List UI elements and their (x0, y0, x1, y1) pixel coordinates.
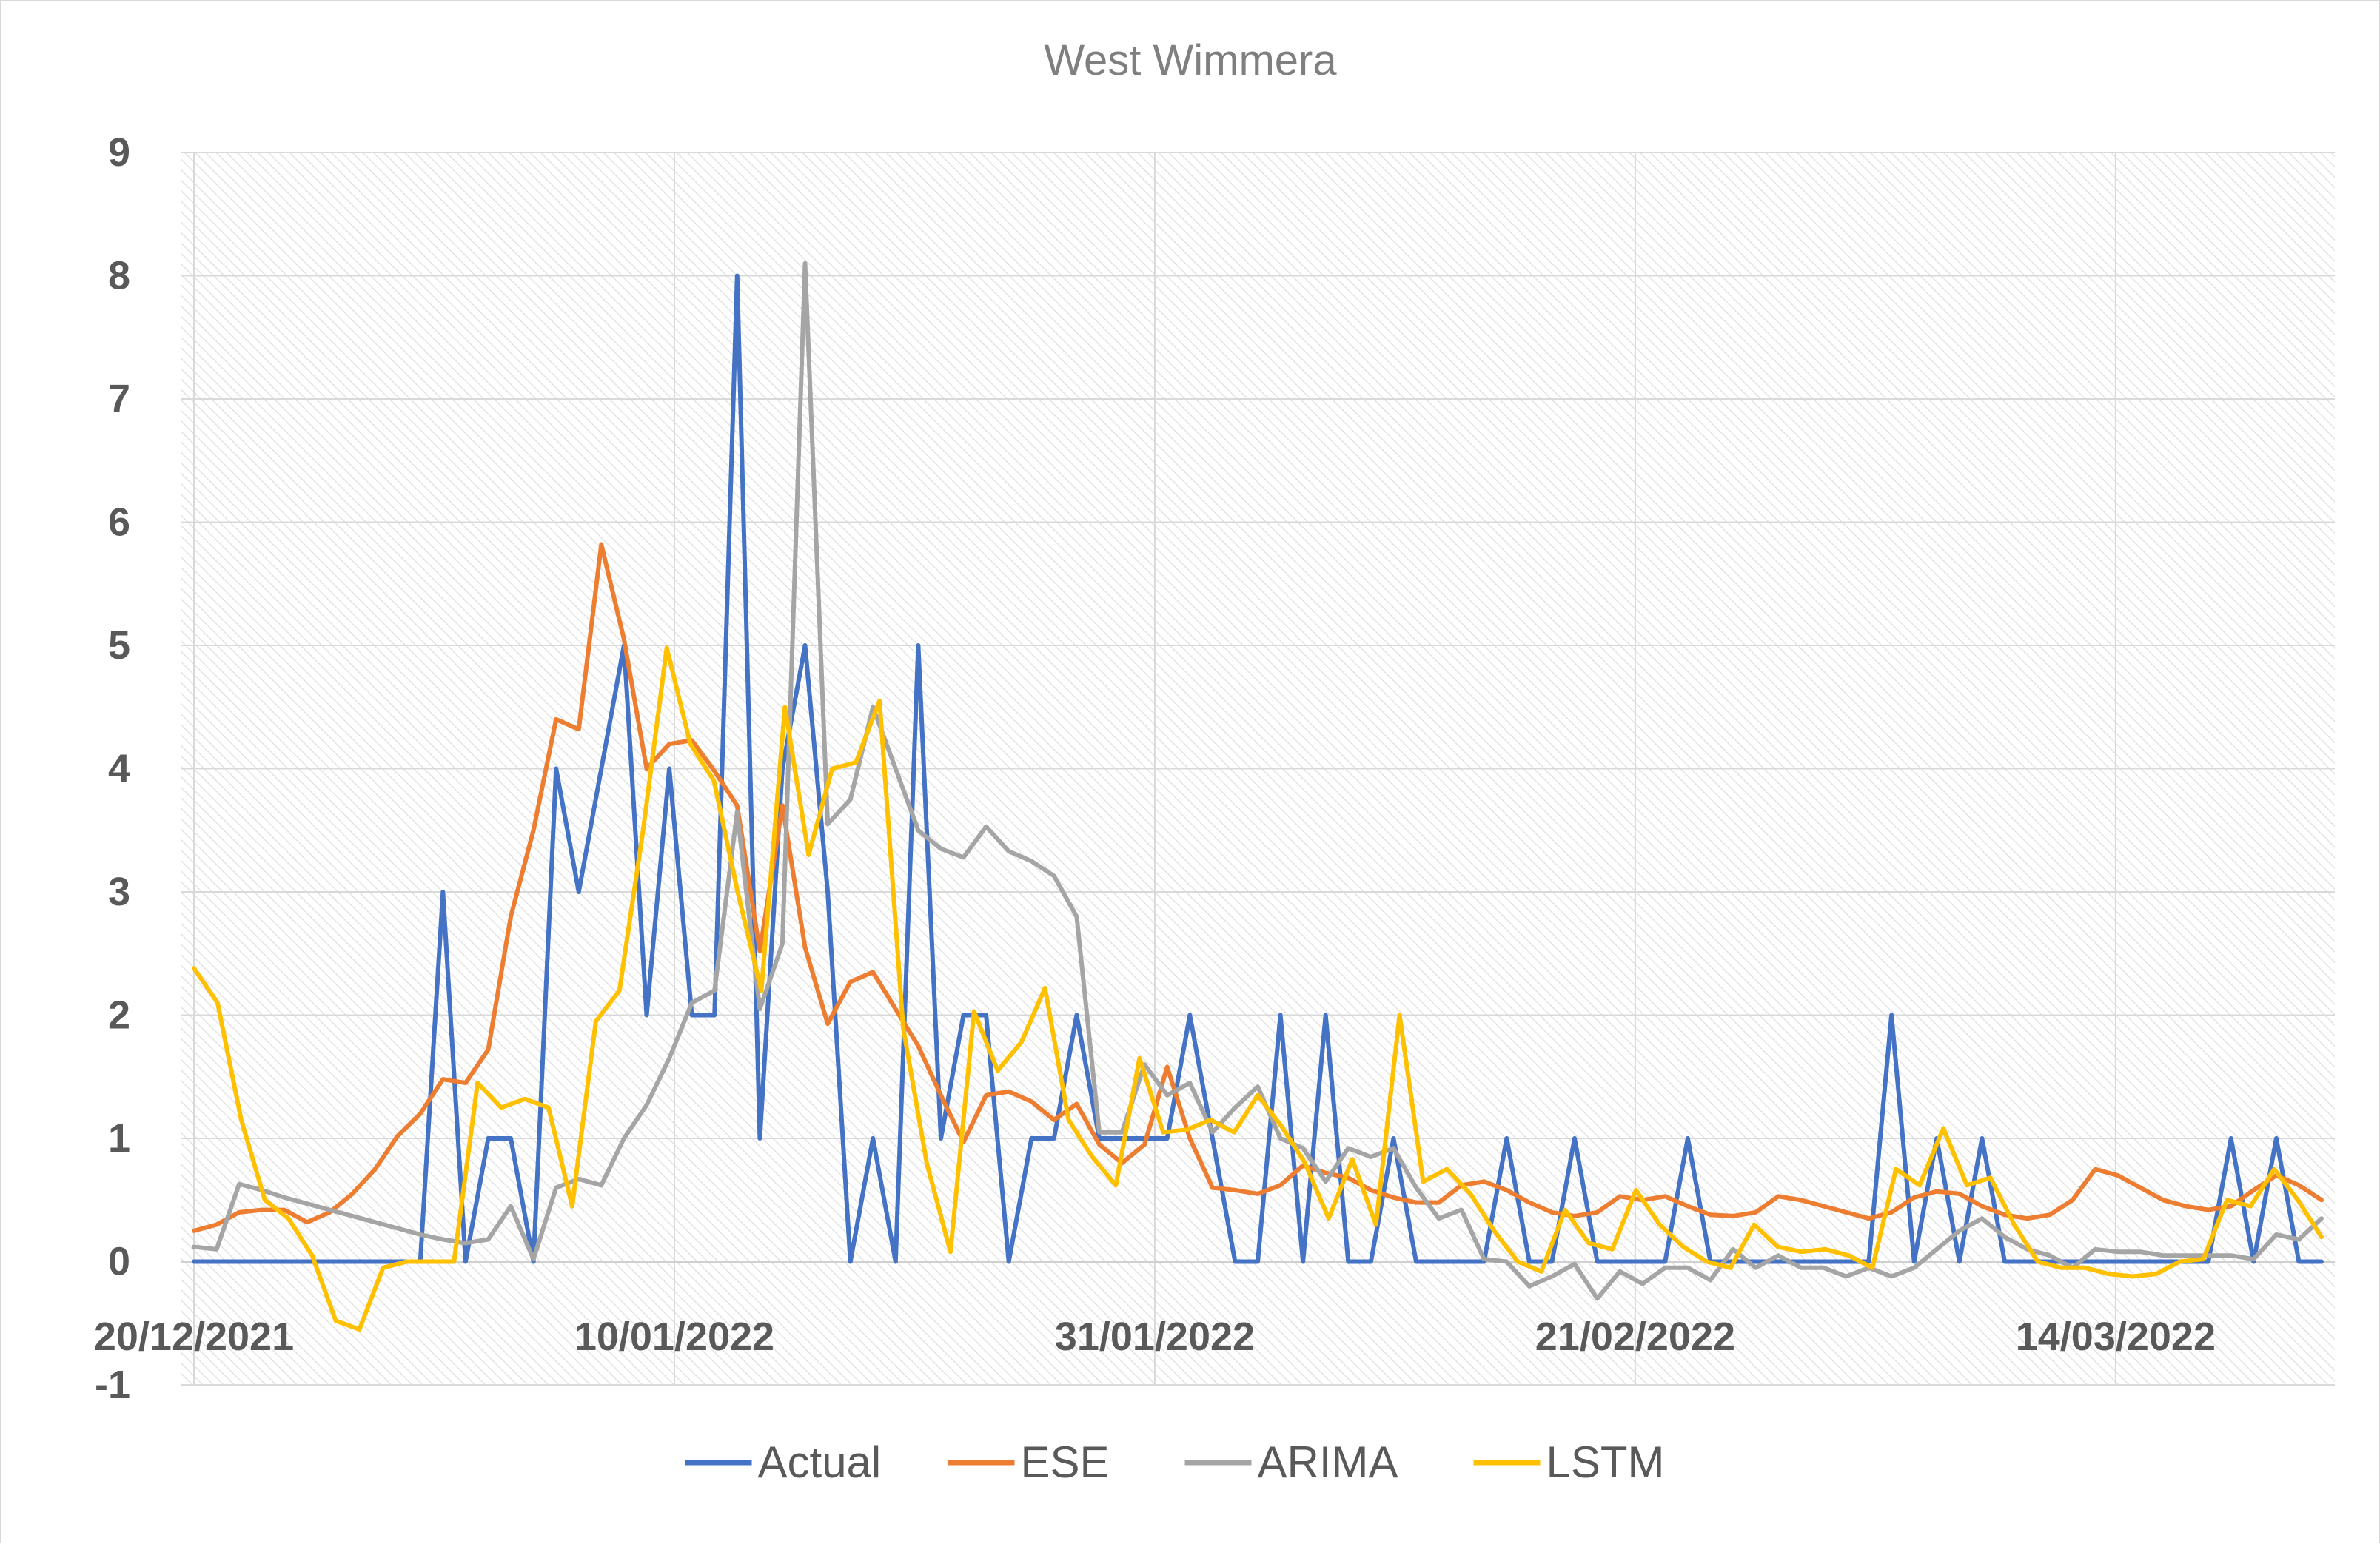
y-tick-label: 6 (108, 500, 130, 545)
x-axis: 20/12/2021 10/01/2022 31/01/2022 21/02/2022… (94, 1315, 2216, 1359)
legend: Actual ESE ARIMA LSTM (685, 1437, 1665, 1487)
y-tick-label: 9 (108, 130, 130, 175)
legend-label-ese: ESE (1021, 1437, 1110, 1487)
y-tick-label: 4 (108, 747, 130, 791)
series-line-actual (192, 273, 2324, 1264)
x-tick-label: 21/02/2022 (1535, 1315, 1735, 1359)
y-tick-label: 7 (108, 377, 130, 421)
y-tick-label: 8 (108, 254, 130, 298)
y-tick-label: 2 (108, 993, 130, 1038)
x-tick-label: 10/01/2022 (574, 1315, 774, 1359)
series-line-lstm (192, 645, 2324, 1332)
chart-title: West Wimmera (1044, 36, 1337, 84)
x-tick-label: 31/01/2022 (1055, 1315, 1255, 1359)
x-tick-label: 20/12/2021 (94, 1315, 294, 1359)
y-tick-label: -1 (95, 1363, 130, 1407)
x-tick-label: 14/03/2022 (2016, 1315, 2216, 1359)
y-tick-label: 5 (108, 623, 130, 668)
series-lines (192, 261, 2324, 1332)
y-tick-label: 3 (108, 870, 130, 914)
y-tick-label: 0 (108, 1240, 130, 1284)
series-line-ese (192, 542, 2324, 1233)
legend-label-lstm: LSTM (1546, 1437, 1665, 1487)
y-tick-label: 1 (108, 1116, 130, 1161)
legend-label-actual: Actual (758, 1437, 882, 1487)
legend-label-arima: ARIMA (1258, 1437, 1398, 1487)
y-axis: 9 8 7 6 5 4 3 2 1 0 -1 (95, 130, 130, 1407)
series-line-arima (192, 261, 2324, 1301)
